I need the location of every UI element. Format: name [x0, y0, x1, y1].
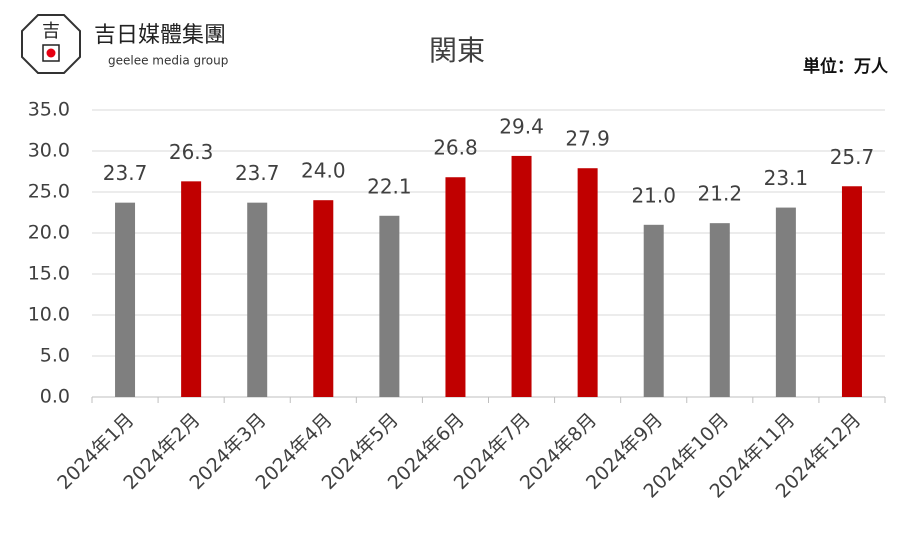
bar	[775, 207, 796, 397]
bar	[511, 155, 532, 397]
bar	[445, 177, 466, 397]
value-label: 29.4	[499, 114, 544, 138]
y-tick-label: 0.0	[40, 386, 70, 408]
logo-mark: 吉	[42, 21, 60, 42]
bar	[379, 215, 400, 397]
value-label: 24.0	[301, 159, 346, 183]
logo-dot	[46, 48, 56, 58]
logo-name: 吉日媒體集團	[94, 23, 226, 48]
y-tick-label: 30.0	[28, 140, 70, 162]
bar	[247, 202, 268, 397]
value-label: 26.8	[433, 136, 478, 160]
value-label: 21.2	[698, 182, 743, 206]
bar	[313, 200, 334, 397]
value-label: 26.3	[169, 140, 214, 164]
bar	[115, 202, 136, 397]
y-tick-label: 10.0	[28, 304, 70, 326]
bar	[181, 181, 202, 397]
logo-tagline: geelee media group	[108, 54, 228, 68]
y-tick-label: 5.0	[40, 345, 70, 367]
y-tick-label: 15.0	[28, 263, 70, 285]
logo-square	[42, 44, 60, 62]
value-label: 23.7	[235, 161, 280, 185]
value-label: 25.7	[830, 145, 875, 169]
value-label: 22.1	[367, 174, 412, 198]
logo-octagon	[21, 14, 81, 74]
bar	[709, 223, 730, 397]
chart-title: 関東	[429, 34, 485, 67]
logo: 吉 吉日媒體集團 geelee media group	[21, 14, 228, 74]
bar	[841, 186, 862, 397]
unit-label: 単位：万人	[803, 56, 889, 77]
bar	[577, 168, 598, 397]
y-tick-label: 20.0	[28, 222, 70, 244]
value-label: 23.7	[103, 161, 148, 185]
value-label: 21.0	[631, 183, 676, 207]
y-tick-label: 25.0	[28, 181, 70, 203]
value-label: 27.9	[565, 127, 610, 151]
y-tick-label: 35.0	[28, 99, 70, 121]
bar	[643, 224, 664, 397]
value-label: 23.1	[764, 166, 809, 190]
